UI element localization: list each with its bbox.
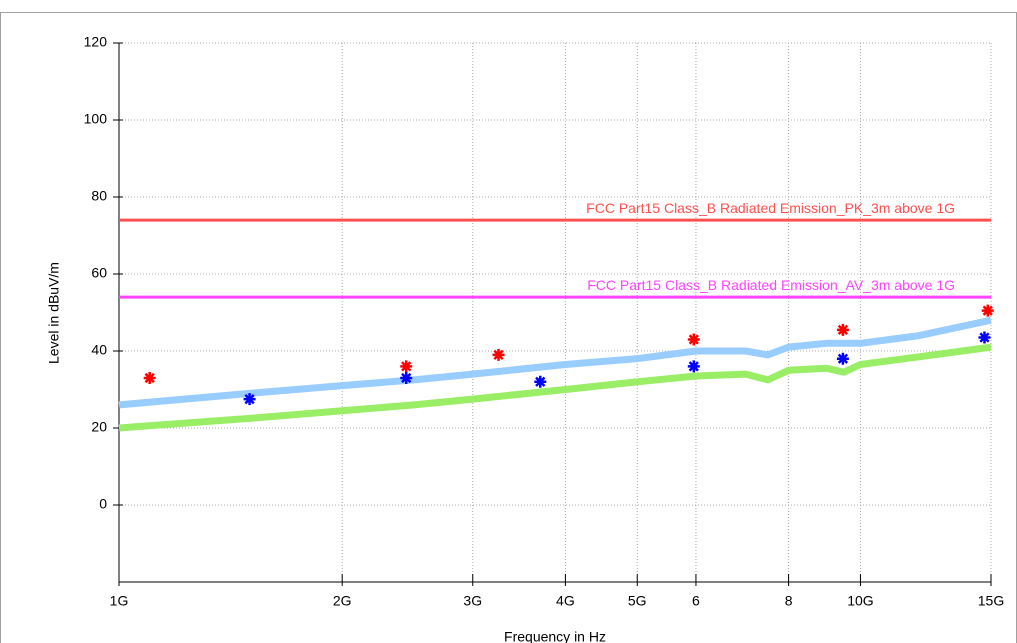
x-tick-label: 8 <box>785 593 793 609</box>
y-tick-label: 60 <box>91 265 107 281</box>
marker <box>492 348 505 361</box>
y-tick-label: 80 <box>91 188 107 204</box>
marker <box>143 371 156 384</box>
x-tick-label: 15G <box>978 593 1004 609</box>
marker <box>687 360 700 373</box>
x-tick-label: 4G <box>556 593 575 609</box>
limit-label: FCC Part15 Class_B Radiated Emission_PK_… <box>586 200 955 216</box>
y-tick-label: 0 <box>99 496 107 512</box>
marker <box>981 304 994 317</box>
y-tick-label: 20 <box>91 419 107 435</box>
marker <box>687 333 700 346</box>
y-tick-label: 40 <box>91 342 107 358</box>
y-axis-label: Level in dBuV/m <box>46 262 62 364</box>
panel-border <box>0 12 1017 643</box>
y-tick-label: 120 <box>84 34 108 50</box>
marker <box>836 323 849 336</box>
x-axis-label: Frequency in Hz <box>504 629 606 643</box>
x-tick-label: 3G <box>463 593 482 609</box>
marker <box>400 360 413 373</box>
marker <box>836 352 849 365</box>
marker <box>400 371 413 384</box>
marker <box>978 331 991 344</box>
x-tick-label: 5G <box>628 593 647 609</box>
y-tick-label: 100 <box>84 111 108 127</box>
trace <box>118 343 992 432</box>
marker <box>243 393 256 406</box>
x-tick-label: 6 <box>692 593 700 609</box>
x-tick-label: 1G <box>110 593 129 609</box>
limit-label: FCC Part15 Class_B Radiated Emission_AV_… <box>587 277 955 293</box>
x-tick-label: 10G <box>847 593 873 609</box>
x-tick-label: 2G <box>333 593 352 609</box>
trace <box>118 316 992 409</box>
marker <box>534 375 547 388</box>
